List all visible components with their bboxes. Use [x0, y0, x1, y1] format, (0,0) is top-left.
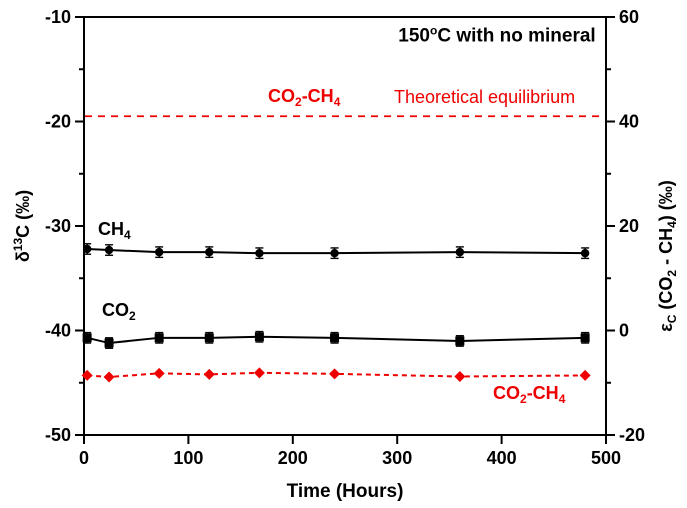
y-axis-right-title-text: ) (‰): [655, 180, 676, 222]
y-left-tick-label: -50: [45, 425, 71, 445]
marker-square: [580, 333, 590, 343]
marker-circle: [580, 248, 590, 258]
y-right-tick-label: 0: [619, 321, 629, 341]
y-axis-left-title-text: δ: [13, 251, 34, 263]
marker-circle: [205, 247, 214, 257]
ch4-series-label-text: 4: [124, 228, 131, 242]
marker-square: [82, 333, 92, 343]
pair-series-label-text: -CH: [526, 383, 559, 403]
y-left-tick-label: -40: [45, 321, 71, 341]
ch4-series-label-text: CH: [98, 219, 124, 239]
x-tick-label: 400: [487, 448, 517, 468]
equilibrium-text-label-text: Theoretical equilibrium: [394, 87, 576, 107]
marker-square: [104, 338, 114, 348]
x-tick-label: 500: [591, 448, 621, 468]
chart-title-text: C with no mineral: [437, 25, 596, 47]
y-right-tick-label: 40: [619, 112, 639, 132]
marker-circle: [255, 248, 264, 258]
marker-diamond: [203, 368, 215, 380]
equilibrium-pair-label-text: 4: [333, 95, 341, 109]
x-tick-label: 0: [79, 448, 89, 468]
marker-square: [254, 332, 264, 342]
y-axis-right-title-text: ε: [655, 323, 676, 332]
marker-square: [330, 333, 340, 343]
x-axis: 0 100 200 300 400 500: [79, 435, 621, 468]
marker-circle: [154, 247, 164, 257]
equilibrium-text-label: Theoretical equilibrium: [394, 87, 576, 108]
y-axis-left-title-text: C (‰): [13, 189, 34, 238]
y-right-tick-label: 20: [619, 216, 639, 236]
y-axis-left: -10 -20 -30 -40 -50: [45, 7, 84, 445]
y-axis-left-title: δ13C (‰): [11, 189, 34, 263]
marker-diamond: [153, 367, 165, 379]
y-axis-right-title: εC (CO2 - CH4) (‰): [655, 180, 679, 332]
marker-diamond: [454, 370, 466, 382]
ch4-series-label: CH4: [98, 219, 131, 242]
y-axis-right-title-text: - CH: [655, 227, 676, 270]
series-line-CO2: [86, 335, 586, 345]
y-left-tick-label: -30: [45, 216, 71, 236]
equilibrium-pair-label-text: -CH: [301, 86, 334, 106]
marker-square: [154, 333, 164, 343]
pair-series-label-text: 4: [558, 392, 566, 406]
chart-title: 150oC with no mineral: [398, 23, 596, 48]
y-left-tick-label: -10: [45, 7, 71, 27]
y-axis-right-title-text: (CO: [655, 276, 676, 315]
y-axis-left-title-text: 13: [11, 237, 26, 252]
y-axis-right: 60 40 20 0 -20: [606, 7, 645, 445]
x-tick-label: 300: [382, 448, 412, 468]
pair-series-label: CO2-CH4: [493, 383, 566, 406]
y-axis-right-title-text: 2: [664, 269, 679, 277]
marker-diamond: [329, 368, 341, 380]
equilibrium-pair-label-text: 2: [295, 95, 302, 109]
series-line-CH4: [87, 247, 586, 255]
marker-square: [204, 333, 214, 343]
co2-series-label: CO2: [102, 300, 136, 323]
pair-series-label-text: 2: [520, 392, 527, 406]
marker-circle: [455, 247, 465, 257]
series-CO2: [82, 330, 590, 349]
marker-diamond: [579, 369, 591, 381]
x-tick-label: 200: [278, 448, 308, 468]
y-right-tick-label: 60: [619, 7, 639, 27]
equilibrium-pair-label-text: CO: [268, 86, 295, 106]
marker-diamond: [253, 367, 265, 379]
equilibrium-pair-label: CO2-CH4: [268, 86, 341, 109]
series-CO2-CH4: [81, 367, 591, 383]
y-right-tick-label: -20: [619, 425, 645, 445]
y-axis-right-title-text: C: [664, 314, 679, 324]
chart-title-text: o: [430, 23, 438, 38]
x-tick-label: 100: [173, 448, 203, 468]
marker-diamond: [103, 371, 115, 383]
chart-title-text: 150: [398, 25, 430, 47]
marker-circle: [82, 244, 92, 254]
x-axis-title: Time (Hours): [286, 481, 404, 502]
marker-square: [455, 336, 465, 346]
series-line-CO2-CH4: [87, 371, 586, 379]
y-left-tick-label: -20: [45, 112, 71, 132]
marker-diamond: [81, 369, 93, 381]
co2-series-label-text: CO: [102, 300, 129, 320]
series-CH4: [82, 243, 590, 260]
marker-circle: [330, 248, 339, 258]
pair-series-label-text: CO: [493, 383, 520, 403]
marker-circle: [104, 245, 114, 255]
y-axis-right-title-text: 4: [664, 221, 679, 228]
co2-series-label-text: 2: [129, 309, 136, 323]
